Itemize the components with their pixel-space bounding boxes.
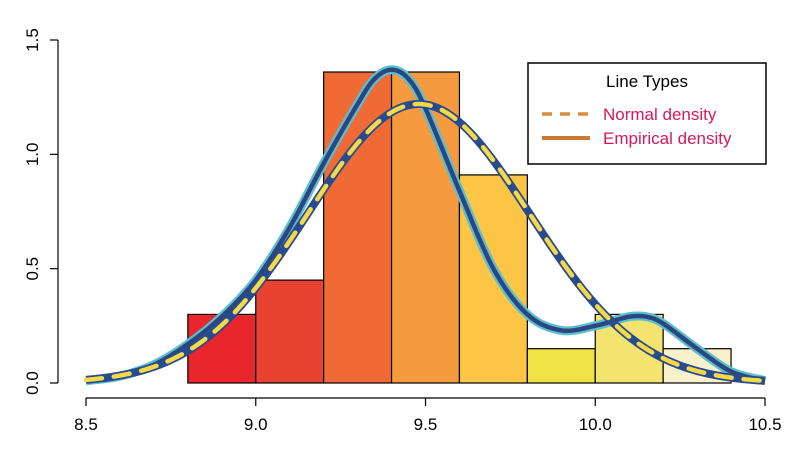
empirical-density-line [85,67,766,383]
x-tick-label-3: 10.0 [579,415,612,434]
legend-label-normal-density: Normal density [603,105,717,124]
histogram-bar-5 [526,348,596,384]
x-tick-label-1: 9.0 [244,415,268,434]
legend-label-empirical-density: Empirical density [603,129,732,148]
normal-density-line [83,101,768,384]
density-curves [83,65,768,386]
y-tick-label-3: 1.5 [23,28,42,52]
histogram-bar-1 [255,279,325,384]
y-tick-label-1: 0.5 [23,257,42,281]
axes: 8.5 9.0 9.5 10.0 10.5 0.0 0.5 1.0 1.5 [23,28,782,434]
legend: Line Types Normal density Empirical dens… [527,62,767,165]
histogram-bar-3 [390,71,461,384]
y-tick-label-0: 0.0 [23,371,42,395]
legend-title: Line Types [606,72,688,91]
y-tick-label-2: 1.0 [23,143,42,167]
x-tick-label-2: 9.5 [414,415,438,434]
x-tick-label-0: 8.5 [74,415,98,434]
x-tick-label-4: 10.5 [748,415,781,434]
